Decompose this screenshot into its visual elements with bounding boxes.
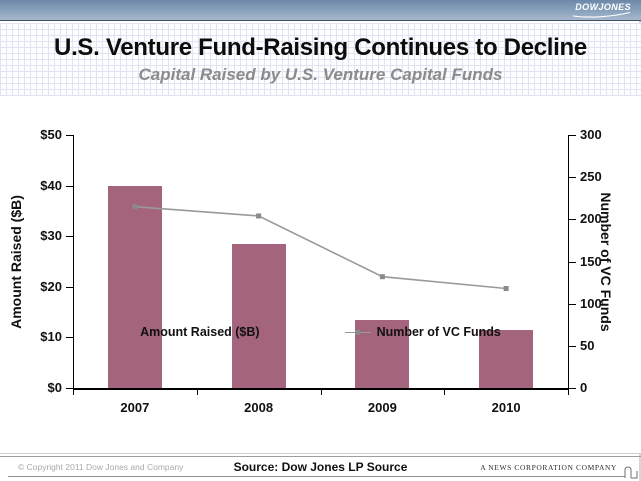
- bar-2007: [107, 185, 162, 388]
- right-tick-label: 200: [580, 211, 602, 227]
- left-tick-label: $30: [40, 228, 62, 244]
- company-text: A NEWS CORPORATION COMPANY: [480, 463, 617, 472]
- source-text: Source: Dow Jones LP Source: [233, 460, 408, 474]
- left-tick: [66, 337, 73, 339]
- top-banner: DOWJONES: [0, 0, 641, 21]
- left-tick-label: $10: [40, 329, 62, 345]
- x-tick: [196, 390, 198, 395]
- right-tick: [569, 177, 576, 179]
- x-tick: [568, 390, 569, 395]
- right-tick-label: 0: [580, 380, 588, 395]
- line-marker-2009: [379, 274, 385, 280]
- left-tick-label: $0: [47, 380, 62, 395]
- legend-label: Number of VC Funds: [376, 325, 501, 339]
- right-tick: [569, 388, 576, 389]
- x-category-label: 2009: [367, 400, 397, 415]
- left-tick: [66, 185, 73, 187]
- chart-legend: Amount Raised ($B) Number of VC Funds: [0, 325, 627, 339]
- right-tick: [569, 135, 576, 136]
- right-axis-line: [568, 135, 569, 388]
- x-category-label: 2008: [244, 400, 274, 415]
- x-category-label: 2010: [491, 400, 521, 415]
- line-swatch-icon: [344, 328, 371, 337]
- right-tick-label: 300: [580, 127, 602, 142]
- legend-item-amount-raised: Amount Raised ($B): [112, 325, 260, 339]
- line-marker-2008: [256, 213, 262, 219]
- left-axis-line: [73, 135, 74, 388]
- dowjones-logo-text: DOWJONES: [575, 2, 631, 12]
- dowjones-logo: DOWJONES: [569, 2, 631, 18]
- right-tick: [569, 303, 576, 305]
- line-marker-2007: [132, 204, 138, 210]
- right-tick: [569, 345, 576, 347]
- line-marker-2010: [503, 285, 509, 291]
- vc-funds-line: [132, 204, 509, 291]
- dowjones-swoosh-icon: [573, 12, 631, 18]
- left-axis-title: Amount Raised ($B): [8, 194, 24, 329]
- left-tick-label: $20: [40, 278, 62, 294]
- bar-swatch-icon: [112, 327, 135, 337]
- legend-item-vc-funds: Number of VC Funds: [344, 325, 501, 339]
- left-tick-label: $40: [40, 177, 62, 193]
- page-subtitle: Capital Raised by U.S. Venture Capital F…: [138, 64, 503, 84]
- bar-2009: [355, 319, 410, 388]
- x-tick: [73, 390, 74, 395]
- right-tick-label: 150: [580, 253, 602, 269]
- footer: © Copyright 2011 Dow Jones and Company S…: [0, 453, 641, 481]
- left-tick: [66, 135, 73, 136]
- chart: Amount Raised ($B) Number of VC Funds $0…: [0, 96, 641, 453]
- bar-2008: [231, 243, 286, 388]
- x-tick: [320, 390, 322, 395]
- page-title: U.S. Venture Fund-Raising Continues to D…: [54, 33, 587, 61]
- left-tick: [66, 388, 73, 389]
- footer-bottom-rule: [8, 476, 625, 477]
- x-category-label: 2007: [120, 400, 150, 415]
- copyright-text: © Copyright 2011 Dow Jones and Company: [18, 462, 184, 472]
- right-tick-label: 250: [580, 169, 602, 185]
- left-tick-label: $50: [40, 127, 62, 142]
- x-tick: [444, 390, 446, 395]
- left-tick: [66, 236, 73, 238]
- page-curl-icon: [624, 466, 638, 479]
- right-tick-label: 50: [580, 337, 595, 353]
- right-tick: [569, 261, 576, 263]
- legend-label: Amount Raised ($B): [140, 325, 260, 339]
- right-tick: [569, 219, 576, 221]
- title-band: U.S. Venture Fund-Raising Continues to D…: [0, 23, 641, 96]
- right-tick-label: 100: [580, 295, 602, 311]
- footer-divider: [0, 453, 641, 457]
- bar-2010: [479, 329, 534, 388]
- left-tick: [66, 286, 73, 288]
- x-axis-line: [73, 388, 569, 390]
